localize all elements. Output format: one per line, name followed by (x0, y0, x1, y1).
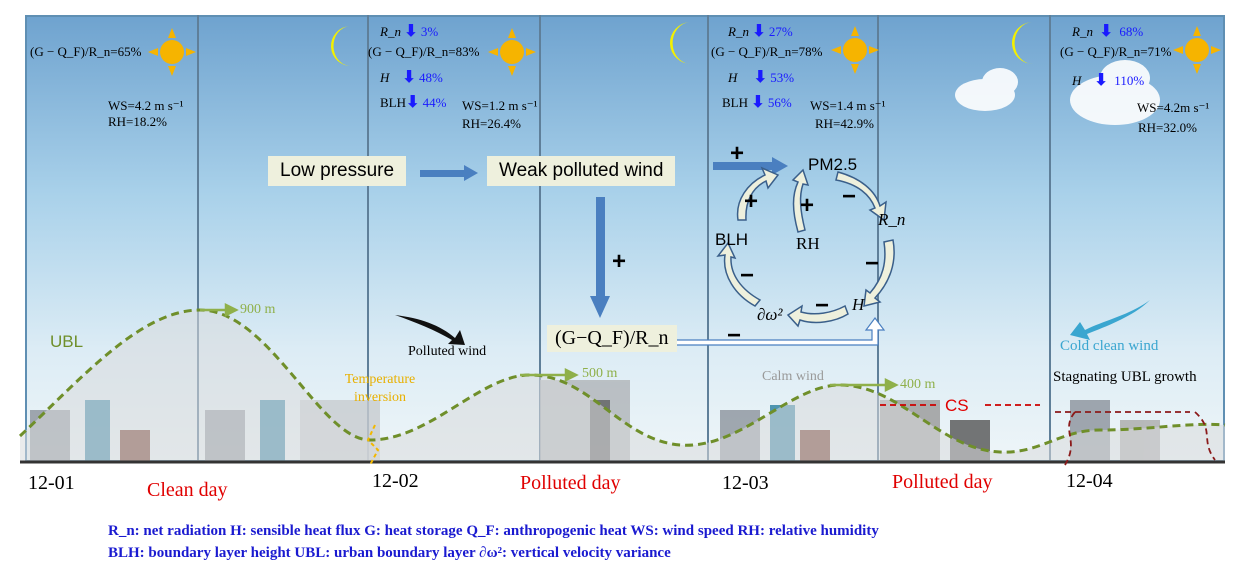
low-pressure-box: Low pressure (268, 156, 407, 186)
plus-sign: + (612, 248, 627, 275)
sun-icon (488, 28, 536, 76)
date-label: 12-04 (1066, 470, 1113, 492)
sun-icon (831, 26, 879, 74)
dw2-loop-label: ∂ω² (757, 305, 783, 324)
date-label: 12-02 (372, 470, 419, 492)
humidity-text: RH=32.0% (1138, 120, 1197, 135)
polluted-wind-label: Polluted wind (408, 344, 487, 359)
legend-line-1: R_n: net radiation H: sensible heat flux… (108, 523, 879, 539)
wind-speed-text: WS=1.4 m s⁻¹ (810, 98, 886, 113)
h-label: H (728, 70, 738, 85)
minus-sign: − (815, 292, 830, 319)
down-arrow-icon: ⬇ (1094, 72, 1108, 89)
inversion-line (366, 424, 380, 466)
ratio-text: (G − Q_F)/R_n=65% (30, 44, 142, 59)
h-loop-label: H (852, 295, 865, 314)
h-change: 53% (770, 70, 795, 85)
plus-sign: + (744, 188, 759, 215)
flow-arrows (420, 157, 788, 318)
blh-label: BLH (722, 95, 748, 110)
minus-sign: − (842, 183, 857, 210)
h-label: H (1072, 73, 1082, 88)
day-type-label: Polluted day (520, 472, 621, 494)
rn-loop-label: R_n (878, 210, 906, 229)
ratio-text: (G − Q_F)/R_n=83% (368, 44, 480, 59)
h-change: 110% (1114, 73, 1145, 88)
h-label: H (380, 70, 390, 85)
down-arrow-icon: ⬇ (751, 94, 765, 111)
panel-divider (539, 15, 541, 462)
wind-speed-text: WS=4.2 m s⁻¹ (108, 98, 184, 113)
height-500: 500 m (582, 366, 618, 381)
sun-icon (148, 28, 196, 76)
cs-label: CS (945, 396, 969, 415)
cold-wind-arrow (1070, 300, 1150, 340)
h-change: 48% (419, 70, 443, 85)
rn-label: R_n (380, 24, 401, 39)
ground-area (20, 310, 1225, 462)
panel-divider (877, 15, 879, 462)
ratio-text: (G − Q_F)/R_n=78% (711, 44, 823, 59)
polluted-wind-arrow (395, 315, 465, 345)
cs-arrows (880, 404, 1216, 466)
temperature-inversion-label: Temperature inversion (344, 372, 416, 405)
calm-wind-label: Calm wind (762, 369, 824, 384)
wind-speed-text: WS=1.2 m s⁻¹ (462, 98, 538, 113)
rn-label: R_n (1072, 24, 1093, 39)
minus-sign: − (727, 322, 742, 349)
cold-clean-wind-label: Cold clean wind (1060, 338, 1159, 354)
plus-sign: + (730, 140, 745, 167)
rn-change: 68% (1119, 24, 1144, 39)
rn-label: R_n (728, 24, 749, 39)
height-900: 900 m (240, 302, 276, 317)
panel-divider (197, 15, 199, 462)
day-type-label: Clean day (147, 479, 228, 501)
weak-polluted-wind-box: Weak polluted wind (487, 156, 676, 186)
cloud-icon (1070, 60, 1160, 125)
humidity-text: RH=42.9% (815, 116, 874, 131)
humidity-text: RH=26.4% (462, 116, 521, 131)
minus-sign: − (740, 262, 755, 289)
ratio-to-h-arrow (669, 317, 886, 346)
legend-line-2: BLH: boundary layer height UBL: urban bo… (108, 545, 671, 561)
down-arrow-icon: ⬇ (1099, 23, 1113, 40)
height-arrows (200, 302, 899, 393)
date-label: 12-03 (722, 472, 769, 494)
panel-divider (707, 15, 709, 462)
moon-icon (330, 26, 352, 67)
rn-change: 3% (420, 24, 439, 39)
minus-sign: − (865, 250, 880, 277)
down-arrow-icon: ⬇ (406, 94, 420, 111)
date-label: 12-01 (28, 472, 75, 494)
sun-icon (1173, 26, 1221, 74)
loop-arrows (716, 166, 895, 328)
stagnating-ubl-label: Stagnating UBL growth (1053, 369, 1197, 385)
blh-loop-label: BLH (715, 230, 749, 249)
cloud-icon (955, 68, 1018, 111)
day-type-label: Polluted day (892, 471, 993, 493)
humidity-text: RH=18.2% (108, 114, 167, 129)
down-arrow-icon: ⬇ (404, 23, 418, 40)
down-arrow-icon: ⬇ (752, 23, 766, 40)
blh-label: BLH (380, 95, 406, 110)
plus-sign: + (800, 192, 815, 219)
rn-change: 27% (768, 24, 793, 39)
ubl-label: UBL (50, 332, 84, 351)
panel-divider (367, 15, 369, 462)
ubl-curve (18, 308, 1226, 454)
pm25-label: PM2.5 (808, 155, 858, 174)
blh-change: 56% (767, 95, 792, 110)
wind-speed-text: WS=4.2m s⁻¹ (1137, 100, 1210, 115)
ratio-text: (G − Q_F)/R_n=71% (1060, 44, 1172, 59)
rh-loop-label: RH (796, 234, 820, 253)
moon-icon (669, 22, 692, 65)
height-400: 400 m (900, 377, 936, 392)
ratio-box: (G−Q_F)/R_n (547, 325, 677, 352)
down-arrow-icon: ⬇ (753, 69, 768, 86)
moon-icon (1011, 22, 1034, 65)
down-arrow-icon: ⬇ (402, 69, 416, 86)
panel-divider (1049, 15, 1051, 462)
blh-change: 44% (422, 95, 447, 110)
